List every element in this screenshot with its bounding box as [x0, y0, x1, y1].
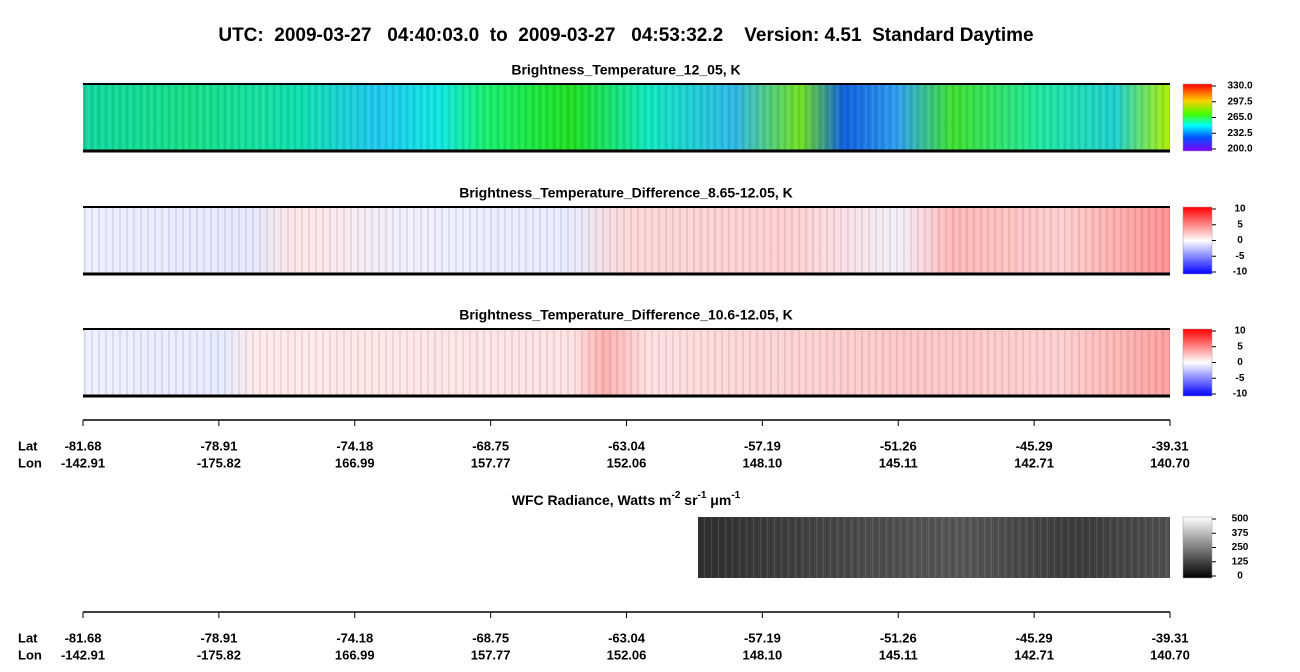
lon-tick-label: 140.70 [1150, 647, 1190, 662]
title-part: μm [706, 492, 731, 508]
lat-tick-label: -81.68 [65, 630, 102, 645]
colorbar-label: 200.0 [1227, 144, 1252, 155]
title-superscript: -1 [731, 490, 740, 501]
colorbar-label: 5 [1237, 341, 1243, 352]
lon-tick-label: 166.99 [335, 455, 375, 470]
lon-tick-label: -175.82 [197, 455, 241, 470]
lon-tick-label: 145.11 [879, 647, 918, 662]
lon-tick-label: 148.10 [742, 455, 782, 470]
title-part: WFC Radiance, Watts m [512, 492, 672, 508]
panel-title: Brightness_Temperature_12_05, K [511, 62, 740, 78]
lat-tick-label: -39.31 [1152, 630, 1189, 645]
title-part: sr [680, 492, 698, 508]
colorbar-label: 125 [1232, 556, 1249, 567]
image-texture [698, 517, 1170, 578]
colorbar-label: -10 [1233, 267, 1248, 278]
lon-tick-label: 166.99 [335, 647, 375, 662]
colorbar [1182, 206, 1213, 275]
lon-tick-label: 157.77 [471, 647, 511, 662]
lat-tick-label: -78.91 [200, 630, 237, 645]
lon-tick-label: 152.06 [607, 647, 647, 662]
lon-tick-label: 148.10 [742, 647, 782, 662]
lon-tick-label: 157.77 [471, 455, 511, 470]
lon-tick-label: -175.82 [197, 647, 241, 662]
lat-tick-label: -81.68 [65, 438, 102, 453]
colorbar-label: -10 [1233, 389, 1248, 400]
lon-label: Lon [18, 455, 42, 470]
colorbar-label: 500 [1232, 514, 1249, 525]
lat-label: Lat [18, 630, 38, 645]
lat-tick-label: -63.04 [608, 438, 646, 453]
title-superscript: -2 [671, 490, 680, 501]
lat-tick-label: -74.18 [336, 630, 373, 645]
lon-tick-label: 142.71 [1014, 647, 1054, 662]
colorbar-label: 265.0 [1227, 112, 1252, 123]
colorbar-label: 10 [1234, 204, 1246, 215]
colorbar-label: 250 [1232, 542, 1249, 553]
colorbar-label: 330.0 [1227, 81, 1252, 92]
lon-tick-label: 140.70 [1150, 455, 1190, 470]
lat-tick-label: -63.04 [608, 630, 646, 645]
colorbar-label: -5 [1236, 373, 1245, 384]
lat-tick-label: -57.19 [744, 438, 781, 453]
colorbar-label: 5 [1237, 219, 1243, 230]
lat-tick-label: -78.91 [200, 438, 237, 453]
colorbar-label: 0 [1237, 357, 1243, 368]
image-texture [83, 207, 1170, 274]
colorbar-label: 375 [1232, 528, 1249, 539]
colorbar [1182, 516, 1213, 579]
page-title: UTC: 2009-03-27 04:40:03.0 to 2009-03-27… [218, 25, 1033, 46]
lat-tick-label: -51.26 [880, 630, 917, 645]
colorbar-label: 0 [1237, 235, 1243, 246]
lat-label: Lat [18, 438, 38, 453]
colorbar-label: 297.5 [1227, 96, 1252, 107]
lon-tick-label: -142.91 [61, 455, 105, 470]
colorbar-label: 10 [1234, 326, 1246, 337]
panel-title: Brightness_Temperature_Difference_10.6-1… [459, 307, 793, 323]
panel-title: Brightness_Temperature_Difference_8.65-1… [459, 185, 793, 201]
lon-tick-label: 152.06 [607, 455, 647, 470]
lat-tick-label: -74.18 [336, 438, 373, 453]
lat-tick-label: -57.19 [744, 630, 781, 645]
lat-tick-label: -45.29 [1016, 630, 1053, 645]
colorbar-label: 232.5 [1227, 128, 1252, 139]
wfc-title: WFC Radiance, Watts m-2 sr-1 μm-1 [512, 490, 741, 508]
colorbar-label: 0 [1237, 571, 1243, 582]
lon-tick-label: 145.11 [879, 455, 918, 470]
lat-tick-label: -68.75 [472, 630, 509, 645]
colorbar [1182, 83, 1213, 152]
image-texture [83, 329, 1170, 396]
image-texture [83, 84, 1170, 151]
lon-tick-label: 142.71 [1014, 455, 1054, 470]
lat-tick-label: -51.26 [880, 438, 917, 453]
colorbar [1182, 328, 1213, 397]
lat-tick-label: -39.31 [1152, 438, 1189, 453]
lon-tick-label: -142.91 [61, 647, 105, 662]
colorbar-label: -5 [1236, 251, 1245, 262]
title-superscript: -1 [698, 490, 707, 501]
lat-tick-label: -45.29 [1016, 438, 1053, 453]
lat-tick-label: -68.75 [472, 438, 509, 453]
lon-label: Lon [18, 647, 42, 662]
